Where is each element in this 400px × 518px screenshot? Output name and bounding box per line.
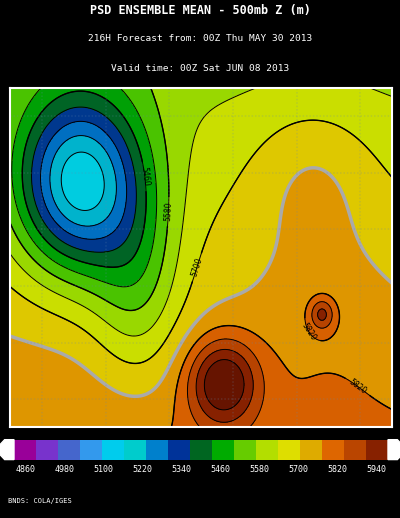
Bar bbox=[300, 440, 322, 459]
Text: 4980: 4980 bbox=[54, 465, 74, 474]
Text: 5820: 5820 bbox=[300, 322, 318, 342]
Text: 5340: 5340 bbox=[172, 465, 192, 474]
Text: 4860: 4860 bbox=[15, 465, 35, 474]
Text: 5220: 5220 bbox=[132, 465, 152, 474]
Text: 5460: 5460 bbox=[210, 465, 230, 474]
Bar bbox=[80, 440, 102, 459]
Text: 5100: 5100 bbox=[93, 465, 113, 474]
Bar bbox=[102, 440, 124, 459]
Bar bbox=[36, 440, 58, 459]
Text: 5700: 5700 bbox=[289, 465, 309, 474]
Text: PSD ENSEMBLE MEAN - 500mb Z (m): PSD ENSEMBLE MEAN - 500mb Z (m) bbox=[90, 4, 310, 17]
Text: Valid time: 00Z Sat JUN 08 2013: Valid time: 00Z Sat JUN 08 2013 bbox=[111, 64, 289, 73]
Bar bbox=[14, 440, 36, 459]
Bar bbox=[234, 440, 256, 459]
FancyArrow shape bbox=[0, 440, 14, 459]
Text: 5460: 5460 bbox=[139, 166, 150, 187]
Text: 216H Forecast from: 00Z Thu MAY 30 2013: 216H Forecast from: 00Z Thu MAY 30 2013 bbox=[88, 34, 312, 43]
Text: 5700: 5700 bbox=[190, 257, 204, 278]
Bar bbox=[146, 440, 168, 459]
Bar bbox=[344, 440, 366, 459]
Text: 5820: 5820 bbox=[328, 465, 348, 474]
Bar bbox=[256, 440, 278, 459]
Bar bbox=[190, 440, 212, 459]
Bar bbox=[322, 440, 344, 459]
Bar bbox=[168, 440, 190, 459]
Text: 5940: 5940 bbox=[367, 465, 387, 474]
Text: BNDS: COLA/IGES: BNDS: COLA/IGES bbox=[8, 498, 72, 504]
Text: 5820: 5820 bbox=[347, 377, 368, 396]
Bar bbox=[58, 440, 80, 459]
Bar bbox=[124, 440, 146, 459]
Bar bbox=[212, 440, 234, 459]
Text: 5580: 5580 bbox=[250, 465, 270, 474]
Bar bbox=[366, 440, 388, 459]
Bar bbox=[278, 440, 300, 459]
FancyArrow shape bbox=[388, 440, 400, 459]
Text: 5580: 5580 bbox=[164, 202, 173, 221]
